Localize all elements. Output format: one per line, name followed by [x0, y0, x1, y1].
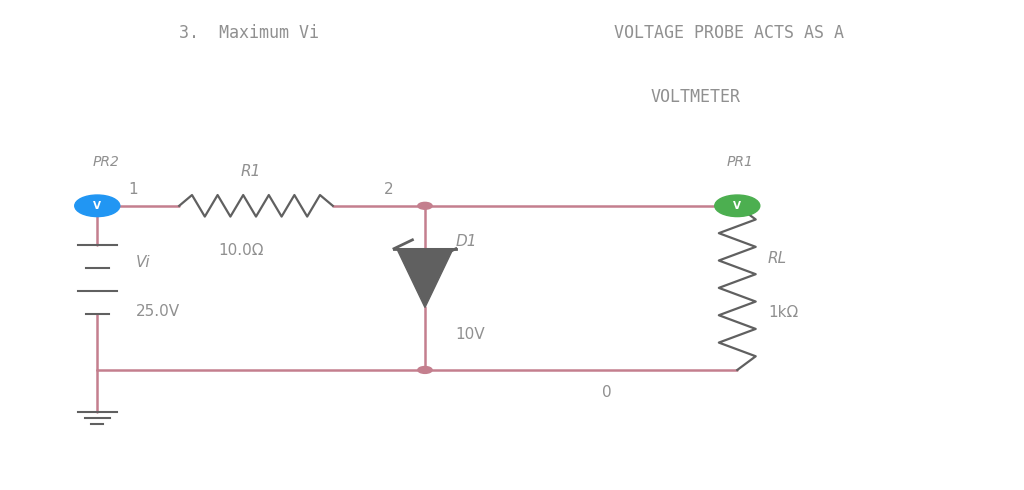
Text: 3.  Maximum Vi: 3. Maximum Vi — [179, 24, 319, 43]
Text: PR1: PR1 — [727, 155, 754, 169]
Text: 0: 0 — [602, 385, 611, 400]
Circle shape — [715, 195, 760, 217]
Text: VOLTMETER: VOLTMETER — [650, 88, 740, 106]
Text: VOLTAGE PROBE ACTS AS A: VOLTAGE PROBE ACTS AS A — [614, 24, 845, 43]
Text: V: V — [733, 201, 741, 211]
Polygon shape — [396, 249, 453, 308]
Text: 10.0Ω: 10.0Ω — [218, 243, 263, 258]
Text: RL: RL — [768, 251, 787, 267]
Circle shape — [418, 202, 432, 209]
Text: R1: R1 — [241, 165, 261, 179]
Text: 1: 1 — [128, 182, 137, 196]
Text: 10V: 10V — [456, 327, 485, 343]
Circle shape — [418, 367, 432, 373]
Text: 1kΩ: 1kΩ — [768, 305, 799, 320]
Text: V: V — [93, 201, 101, 211]
Text: D1: D1 — [456, 234, 477, 249]
Text: Vi: Vi — [136, 255, 151, 270]
Text: 2: 2 — [384, 182, 393, 196]
Text: PR2: PR2 — [92, 155, 119, 169]
Circle shape — [75, 195, 120, 217]
Text: 25.0V: 25.0V — [136, 304, 180, 319]
